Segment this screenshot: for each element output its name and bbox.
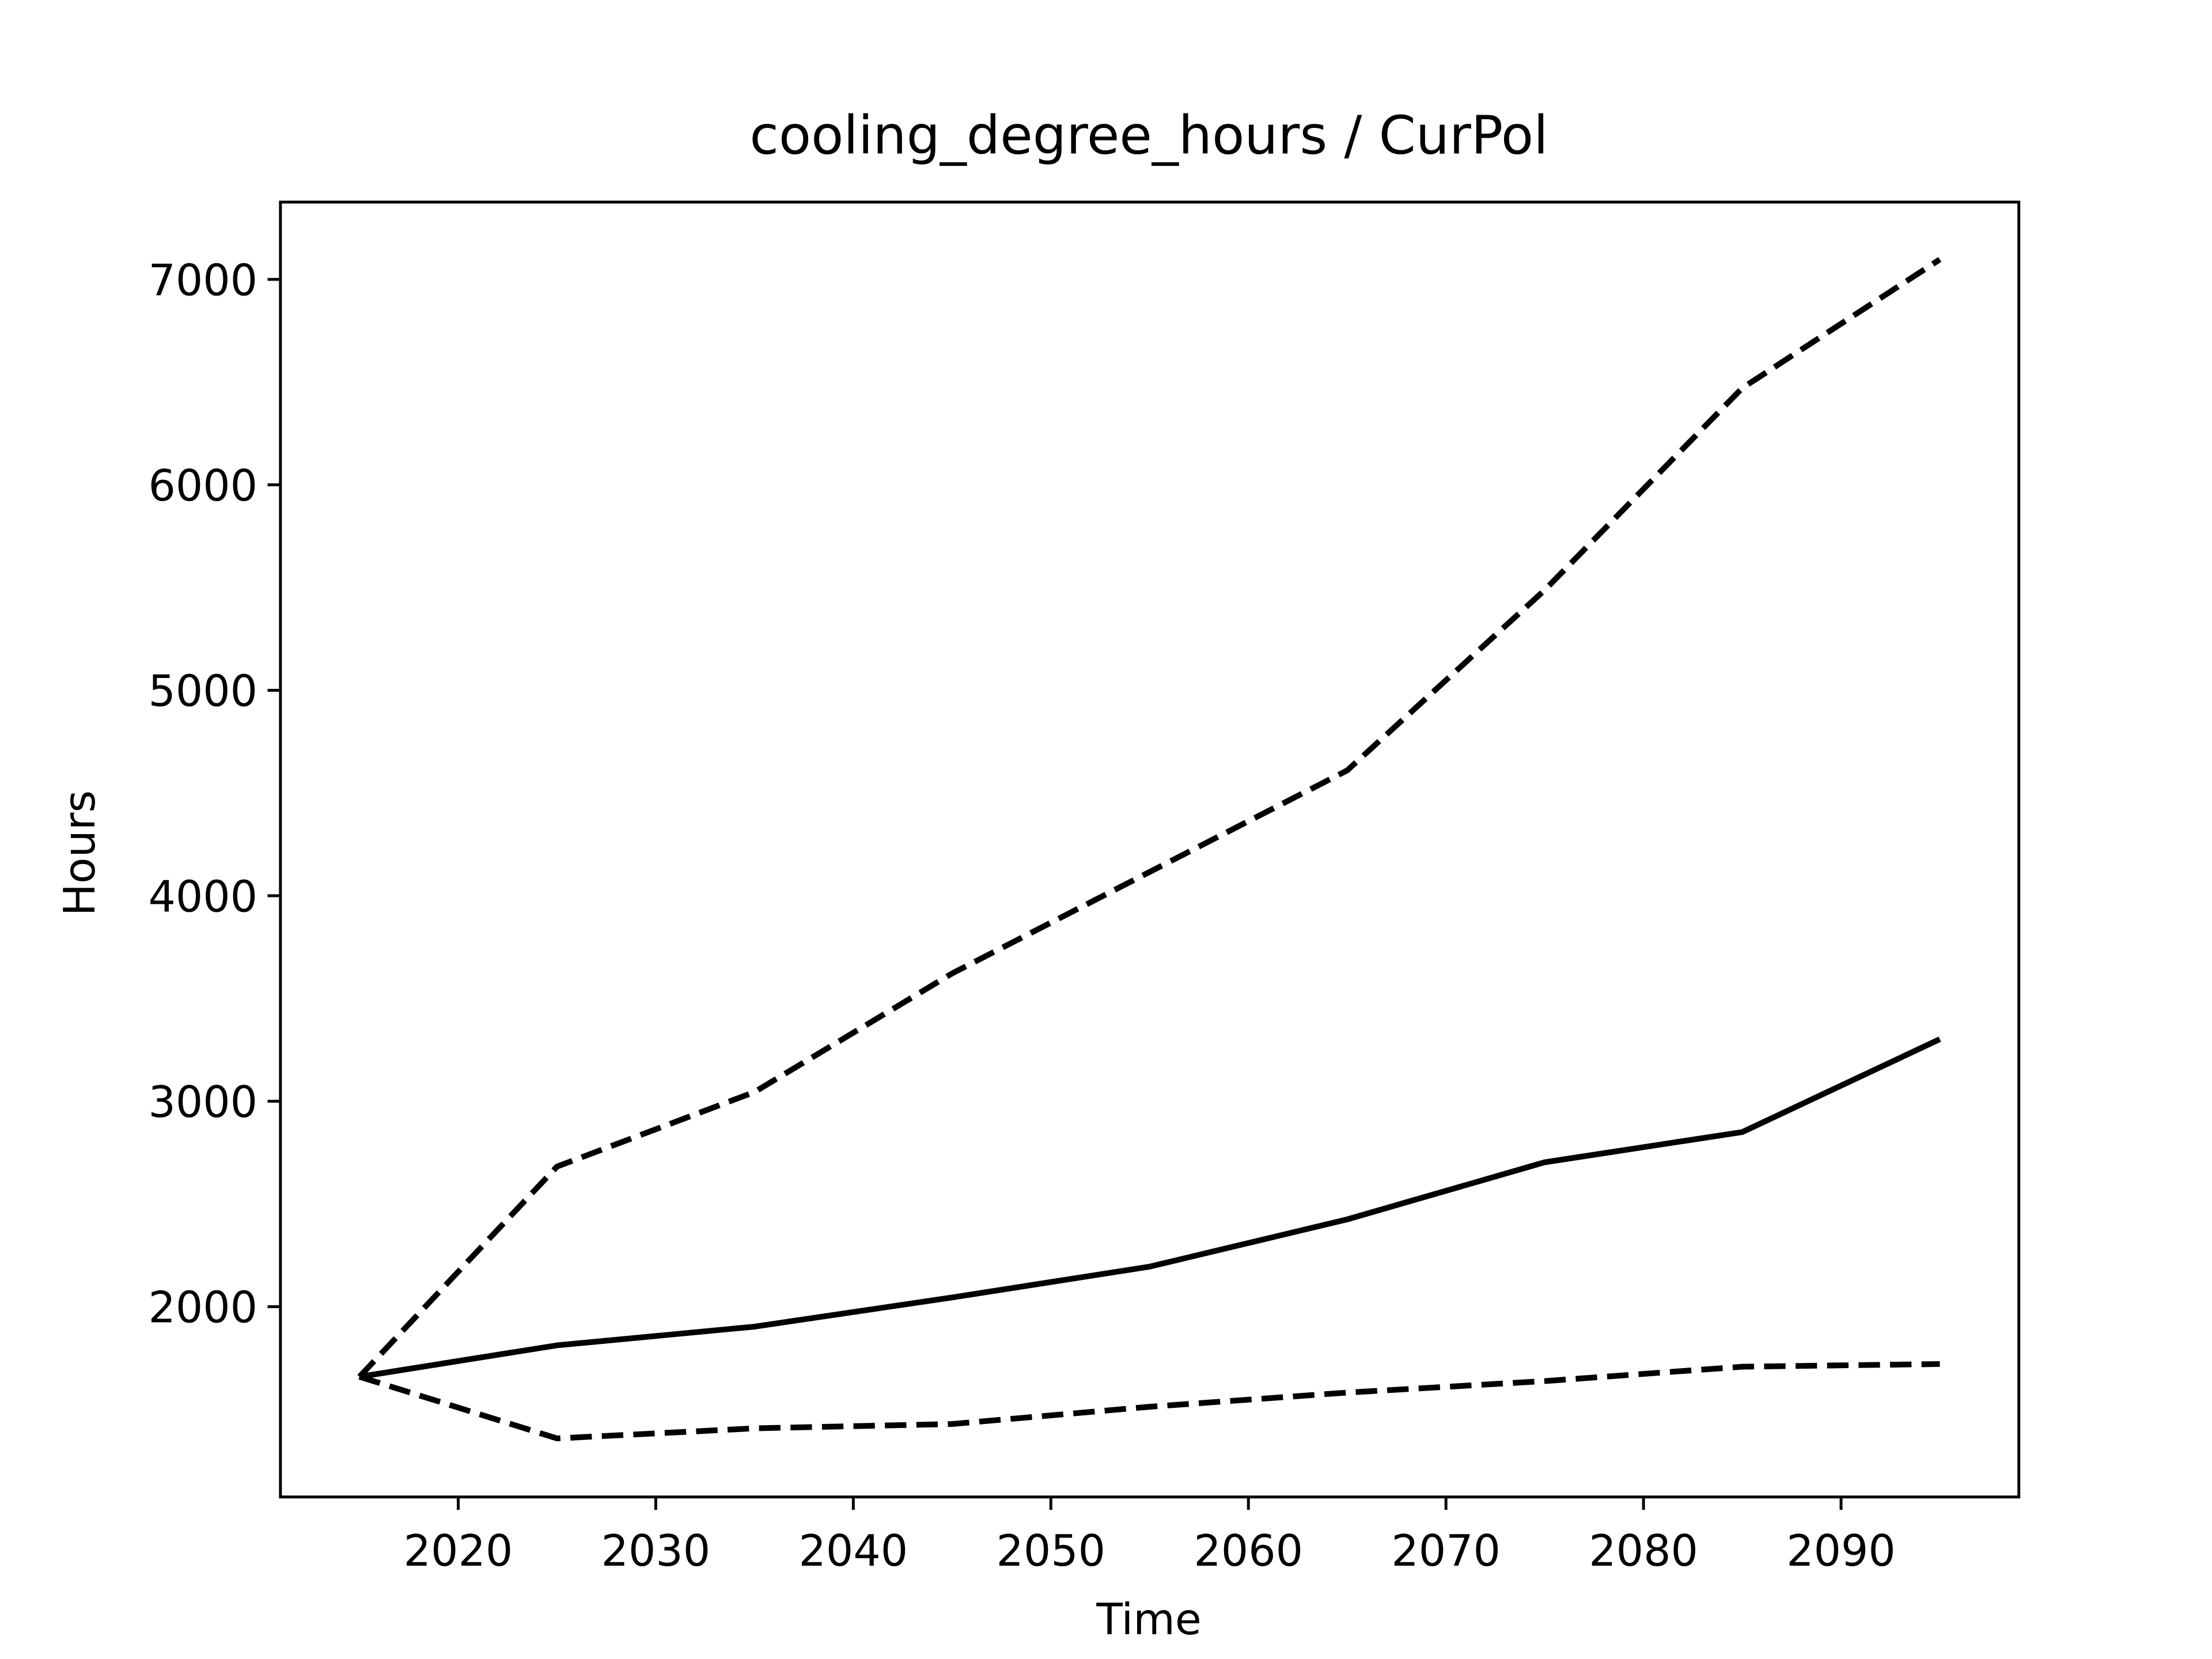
x-tick-label: 2020 (404, 1526, 513, 1576)
x-tick-label: 2060 (1194, 1526, 1303, 1576)
line (358, 1361, 1940, 1442)
line (357, 257, 1942, 1379)
x-tick-label: 2050 (996, 1526, 1105, 1576)
y-tick-label: 4000 (148, 872, 257, 922)
y-tick-label: 5000 (148, 666, 257, 717)
x-axis-label: Time (1096, 1594, 1201, 1645)
plot-frame (279, 200, 2021, 1499)
y-tick-label: 3000 (148, 1077, 257, 1127)
y-tick-label: 7000 (148, 255, 257, 305)
y-tick-label: 6000 (148, 461, 257, 511)
y-axis-label: Hours (55, 790, 105, 916)
line (359, 1036, 1941, 1380)
x-tick-label: 2070 (1391, 1526, 1501, 1576)
x-tick-label: 2040 (799, 1526, 908, 1576)
x-tick-label: 2030 (601, 1526, 711, 1576)
y-tick-label: 2000 (148, 1283, 257, 1333)
x-tick-label: 2080 (1589, 1526, 1698, 1576)
x-tick-label: 2090 (1786, 1526, 1896, 1576)
chart-title: cooling_degree_hours / CurPol (749, 104, 1548, 166)
